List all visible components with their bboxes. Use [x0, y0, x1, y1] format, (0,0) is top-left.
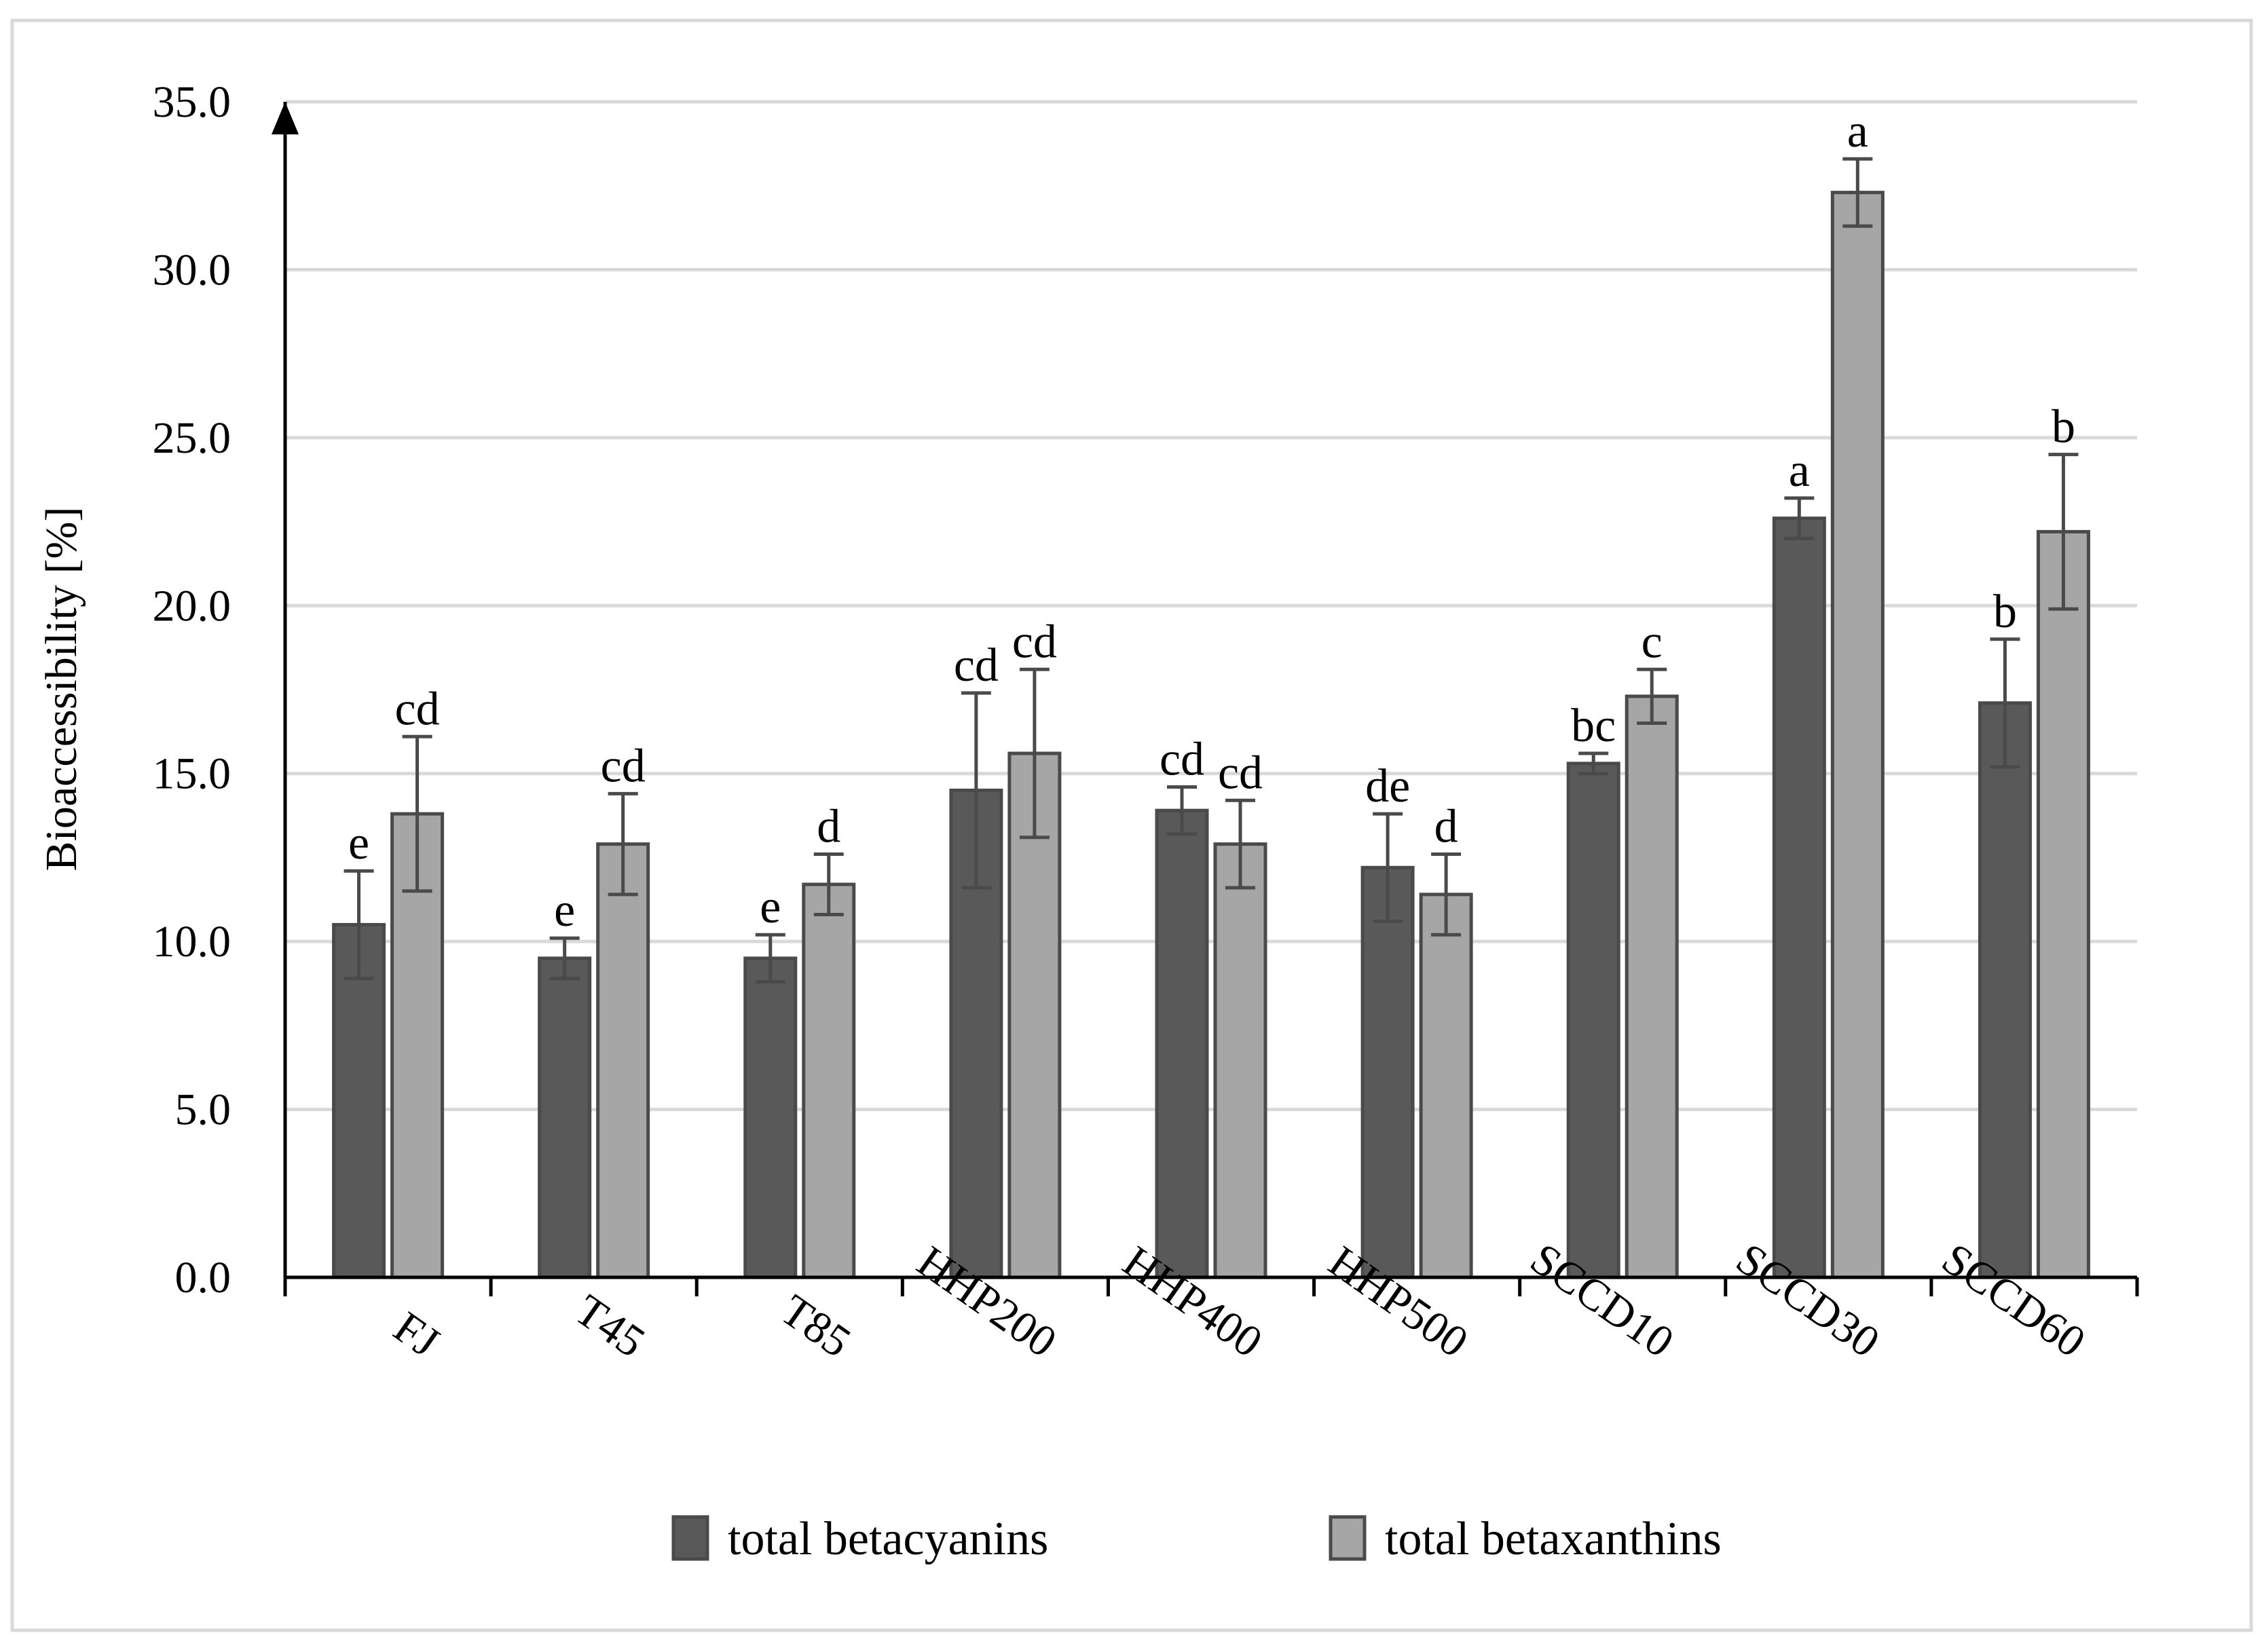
significance-label: b	[1993, 586, 2017, 638]
bar	[2036, 529, 2090, 1279]
significance-label: de	[1365, 760, 1410, 812]
bar	[538, 956, 592, 1279]
y-tick-label: 5.0	[175, 1085, 231, 1135]
bar	[743, 956, 798, 1279]
significance-label: cd	[1160, 734, 1204, 786]
significance-label: bc	[1571, 700, 1616, 752]
significance-label: d	[817, 800, 840, 852]
y-tick-label: 15.0	[153, 749, 231, 799]
bar	[1213, 842, 1267, 1279]
legend: total betacyanins total betaxanthins	[671, 1513, 1722, 1565]
legend-swatch	[1329, 1515, 1367, 1561]
significance-label: cd	[395, 683, 440, 735]
bar	[1978, 701, 2032, 1279]
significance-label: a	[1789, 445, 1810, 497]
bar	[802, 882, 856, 1279]
significance-label: d	[1434, 800, 1458, 852]
gridlines	[285, 100, 2137, 1112]
y-axis-title: Bioaccessibility [%]	[37, 506, 86, 871]
significance-label: a	[1847, 105, 1868, 157]
significance-label: cd	[954, 639, 999, 692]
significance-label: cd	[601, 740, 646, 792]
significance-label: cd	[1012, 616, 1057, 668]
bar	[1625, 694, 1679, 1279]
significance-label: c	[1642, 616, 1663, 668]
y-tick-label: 0.0	[175, 1253, 231, 1302]
y-tick-label: 25.0	[153, 413, 231, 463]
bar	[1419, 893, 1473, 1279]
significance-label: b	[2052, 401, 2075, 453]
axes	[272, 102, 2139, 1296]
y-tick-label: 10.0	[153, 917, 231, 966]
y-tick-label: 30.0	[153, 245, 231, 295]
bar	[1830, 191, 1885, 1279]
significance-label: e	[554, 884, 575, 937]
legend-label: total betacyanins	[728, 1513, 1048, 1565]
significance-label: e	[760, 881, 781, 933]
legend-label: total betaxanthins	[1385, 1513, 1722, 1565]
y-axis-arrow	[272, 102, 299, 134]
bar	[332, 922, 386, 1279]
y-tick-label: 20.0	[153, 581, 231, 631]
significance-label: e	[348, 817, 369, 869]
significance-label: cd	[1218, 747, 1263, 799]
bar	[1155, 808, 1209, 1279]
bar	[1360, 865, 1415, 1279]
bar	[1566, 762, 1620, 1279]
bar	[596, 842, 650, 1279]
bar	[1772, 517, 1826, 1279]
y-tick-label: 35.0	[153, 77, 231, 127]
legend-swatch	[671, 1515, 709, 1561]
